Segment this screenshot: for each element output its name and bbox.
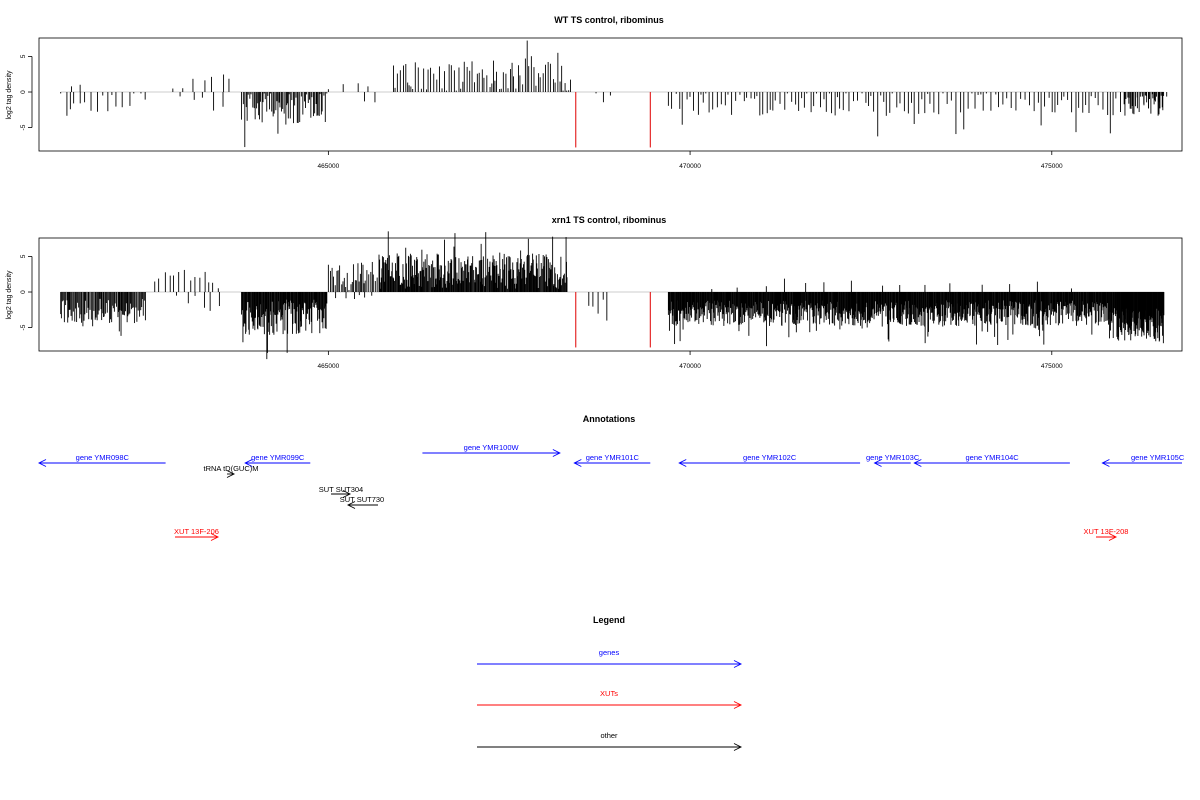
feature-label: gene YMR102C xyxy=(743,453,797,462)
xrn1-track-panel: xrn1 TS control, ribominus log2 tag dens… xyxy=(6,215,1183,370)
feature-gene-ymr100w: gene YMR100W xyxy=(422,443,561,457)
feature-gene-ymr103c: gene YMR103C xyxy=(866,453,920,467)
xrn1-y-axis-label: log2 tag density xyxy=(6,270,13,320)
wt-x-axis: 465000 470000 475000 xyxy=(318,151,1063,170)
legend-item-label: other xyxy=(600,731,618,740)
wt-x-tick-label: 475000 xyxy=(1041,163,1063,170)
feature-label: gene YMR105C xyxy=(1131,453,1185,462)
feature-sut-sut304: SUT SUT304 xyxy=(319,485,363,498)
legend-arrow-head xyxy=(733,701,743,709)
xrn1-y-tick-label: -5 xyxy=(20,324,27,330)
wt-plot-frame xyxy=(38,37,1183,152)
feature-xut-13f-206: XUT 13F-206 xyxy=(174,527,220,541)
feature-arrow-head xyxy=(1108,533,1118,541)
feature-gene-ymr102c: gene YMR102C xyxy=(678,453,861,467)
annotations-title: Annotations xyxy=(583,414,636,424)
feature-label: gene YMR104C xyxy=(965,453,1019,462)
feature-arrow-head xyxy=(1101,459,1110,467)
feature-label: gene YMR099C xyxy=(251,453,305,462)
feature-arrow-head xyxy=(342,490,352,498)
annotation-features: gene YMR098C gene YMR099C gene YMR100W gene… xyxy=(37,443,1185,541)
xrn1-x-tick-label: 475000 xyxy=(1041,363,1063,370)
xrn1-x-tick-label: 465000 xyxy=(318,363,340,370)
feature-gene-ymr099c: gene YMR099C xyxy=(244,453,311,467)
legend-items: genes XUTs other xyxy=(477,648,743,751)
feature-arrow-head xyxy=(244,459,253,467)
feature-label: XUT 13F-206 xyxy=(174,527,219,536)
wt-y-axis-label: log2 tag density xyxy=(6,70,13,120)
xrn1-y-tick-label: 0 xyxy=(20,290,27,294)
feature-arrow-head xyxy=(346,501,356,509)
feature-arrow-head xyxy=(573,459,582,467)
annotations-panel: Annotations gene YMR098C gene YMR099Cgene… xyxy=(37,414,1185,541)
xrn1-y-tick-label: 5 xyxy=(20,254,27,258)
xrn1-x-axis: 465000 470000 475000 xyxy=(318,351,1063,370)
legend-item-label: XUTs xyxy=(600,689,618,698)
legend-item-genes: genes xyxy=(477,648,743,668)
feature-label: gene YMR100W xyxy=(464,443,520,452)
feature-gene-ymr098c: gene YMR098C xyxy=(37,453,166,467)
legend-arrow-head xyxy=(733,660,743,668)
wt-y-tick-label: -5 xyxy=(20,124,27,130)
wt-track-panel: WT TS control, ribominus log2 tag densit… xyxy=(6,15,1183,170)
wt-y-tick-label: 0 xyxy=(20,90,27,94)
feature-sut-sut730: SUT SUT730 xyxy=(340,495,384,509)
feature-label: gene YMR098C xyxy=(76,453,130,462)
feature-arrow-head xyxy=(913,459,922,467)
feature-label: SUT SUT730 xyxy=(340,495,384,504)
wt-red-markers xyxy=(575,92,651,148)
feature-trna-td-guc-m: tRNA tD(GUC)M xyxy=(204,464,259,478)
feature-arrow-head xyxy=(37,459,47,467)
feature-gene-ymr101c: gene YMR101C xyxy=(573,453,651,467)
xrn1-plot-frame xyxy=(38,237,1183,352)
feature-xut-13f-208: XUT 13F-208 xyxy=(1084,527,1129,541)
wt-signal-bars xyxy=(60,40,1168,148)
feature-arrow-head xyxy=(552,449,561,457)
xrn1-track-title: xrn1 TS control, ribominus xyxy=(552,215,667,225)
xrn1-y-axis: -5 0 5 xyxy=(20,254,33,330)
wt-y-tick-label: 5 xyxy=(20,54,27,58)
wt-y-axis: -5 0 5 xyxy=(20,54,33,130)
wt-x-tick-label: 465000 xyxy=(318,163,340,170)
feature-label: tRNA tD(GUC)M xyxy=(204,464,259,473)
legend-panel: Legend genes XUTs other xyxy=(477,615,743,751)
xrn1-signal-bars xyxy=(60,231,1165,360)
legend-title: Legend xyxy=(593,615,625,625)
wt-track-title: WT TS control, ribominus xyxy=(554,15,664,25)
feature-label: SUT SUT304 xyxy=(319,485,363,494)
wt-x-tick-label: 470000 xyxy=(679,163,701,170)
legend-item-xuts: XUTs xyxy=(477,689,743,709)
legend-item-label: genes xyxy=(599,648,620,657)
feature-arrow-head xyxy=(873,459,882,467)
feature-arrow-head xyxy=(678,459,687,467)
feature-gene-ymr104c: gene YMR104C xyxy=(913,453,1070,467)
feature-arrow-head xyxy=(210,533,220,541)
feature-gene-ymr105c: gene YMR105C xyxy=(1101,453,1185,467)
feature-label: gene YMR103C xyxy=(866,453,920,462)
feature-arrow-head xyxy=(226,470,236,478)
xrn1-x-tick-label: 470000 xyxy=(679,363,701,370)
feature-label: gene YMR101C xyxy=(586,453,640,462)
xrn1-red-markers xyxy=(575,292,651,348)
legend-item-other: other xyxy=(477,731,743,751)
legend-arrow-head xyxy=(733,743,743,751)
feature-label: XUT 13F-208 xyxy=(1084,527,1129,536)
